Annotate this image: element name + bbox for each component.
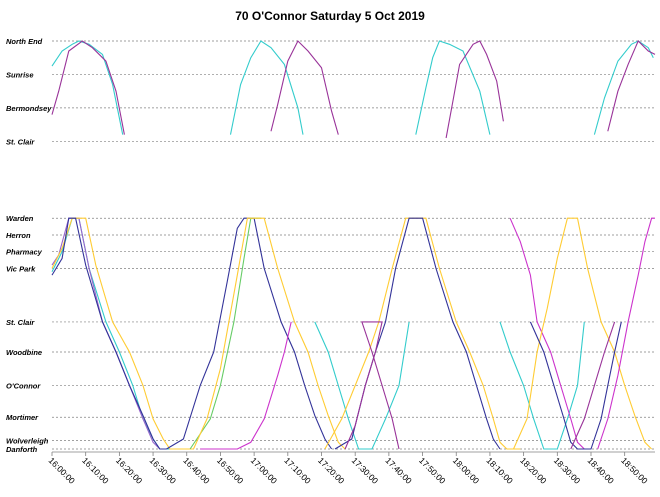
x-tick-label: 17:50:00 — [417, 455, 448, 486]
trip-line — [189, 217, 261, 450]
trip-line — [324, 217, 521, 450]
trip-line — [344, 321, 400, 450]
trip-line — [499, 321, 585, 450]
stop-label: Pharmacy — [6, 248, 43, 257]
x-tick-label: 17:20:00 — [316, 455, 347, 486]
x-tick-label: 17:30:00 — [350, 455, 381, 486]
trip-line — [200, 321, 292, 450]
stop-label: Bermondsey — [6, 104, 52, 113]
trip-line — [512, 217, 652, 450]
x-tick-label: 18:20:00 — [518, 455, 549, 486]
x-tick-label: 18:10:00 — [485, 455, 516, 486]
chart-title: 70 O'Connor Saturday 5 Oct 2019 — [235, 9, 425, 23]
stop-label: O'Connor — [6, 381, 41, 390]
stop-label: Mortimer — [6, 413, 39, 422]
trip-line — [51, 217, 194, 450]
x-tick-label: 18:40:00 — [586, 455, 617, 486]
trip-line — [314, 321, 410, 450]
stop-label: St. Clair — [6, 318, 35, 327]
x-tick-label: 16:30:00 — [148, 455, 179, 486]
trip-line — [509, 217, 585, 450]
trip-series — [51, 40, 656, 450]
x-tick-label: 17:10:00 — [282, 455, 313, 486]
trip-line — [570, 321, 616, 450]
x-tick-label: 18:00:00 — [451, 455, 482, 486]
stop-label: North End — [6, 37, 43, 46]
stop-label: Warden — [6, 214, 34, 223]
x-tick-label: 17:00:00 — [249, 455, 280, 486]
trip-line — [51, 217, 167, 450]
stop-labels: North End Sunrise Bermondsey St. Clair Warde… — [6, 37, 52, 454]
trip-line — [192, 217, 346, 450]
x-tick-label: 18:30:00 — [552, 455, 583, 486]
trip-line — [597, 217, 655, 450]
stop-label: Wolverleigh — [6, 437, 49, 446]
x-tick-label: 16:00:00 — [47, 455, 78, 486]
x-tick-label: 17:40:00 — [383, 455, 414, 486]
trip-line — [445, 40, 504, 139]
trip-line — [593, 40, 654, 135]
stop-label: Sunrise — [6, 70, 34, 79]
trip-line — [166, 217, 333, 450]
x-tick-label: 16:50:00 — [215, 455, 246, 486]
trip-line — [270, 40, 339, 135]
x-tick-label: 16:10:00 — [80, 455, 111, 486]
x-tick-label: 18:50:00 — [619, 455, 650, 486]
trip-line — [51, 217, 177, 450]
stop-grid-lines — [52, 40, 655, 450]
trip-line — [51, 40, 124, 135]
stop-label: Woodbine — [6, 348, 42, 357]
trip-line — [607, 40, 656, 132]
stop-label: Herron — [6, 231, 31, 240]
x-axis-ticks: 16:00:00 16:10:00 16:20:00 16:30:00 16:40:00… — [47, 452, 650, 486]
trip-line — [51, 40, 125, 135]
stop-label: St. Clair — [6, 137, 35, 146]
trip-line — [229, 40, 304, 135]
x-tick-label: 16:40:00 — [181, 455, 212, 486]
trip-line — [529, 321, 622, 450]
stop-label: Vic Park — [6, 264, 36, 273]
x-tick-label: 16:20:00 — [114, 455, 145, 486]
trip-line — [51, 217, 161, 450]
trip-line — [334, 217, 501, 450]
stop-label: Danforth — [6, 445, 38, 454]
trip-line — [415, 40, 491, 135]
